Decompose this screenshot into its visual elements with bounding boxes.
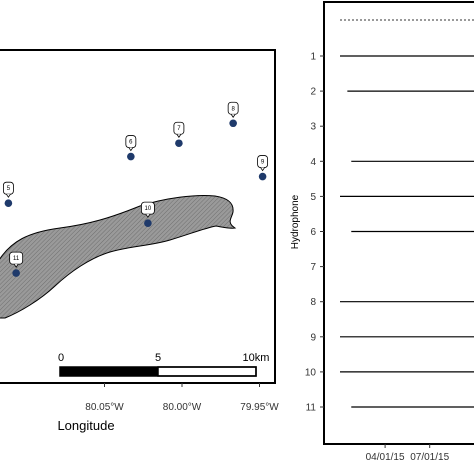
station-marker-8: 8 [227,101,239,128]
timeline-x-tick-label: 07/01/15 [410,452,449,463]
hydrophone-row-3: 3 [310,122,324,133]
station-label: 7 [177,126,181,132]
station-label: 9 [261,160,265,166]
station-marker-7: 7 [173,121,185,148]
timeline-y-tick-label: 11 [306,403,317,414]
timeline-panel: 1 2 3 4 5 6 7 8 9 10 11 04/01/15 07/01/15 Hydrophon… [290,1,474,463]
station-label-pointer [13,263,19,268]
station-marker-6: 6 [125,135,137,161]
map-panel: 5 6 7 8 9 10 11 0 5 10km 80.05°W 80.00°W 79.95°W… [0,49,279,433]
timeline-y-tick-label: 1 [310,52,316,63]
station-label: 10 [145,206,152,212]
scale-label-10km: 10km [243,352,270,364]
map-x-tick-label: 80.00°W [163,402,202,413]
station-label: 5 [7,186,11,192]
station-dot [144,219,152,227]
map-x-tick-label: 79.95°W [240,402,279,413]
timeline-y-tick-label: 3 [310,122,316,133]
hydrophone-row-6: 6 [310,227,474,238]
station-marker-5: 5 [3,181,14,207]
station-dot [12,269,20,277]
timeline-rows: 1 2 3 4 5 6 7 8 9 10 11 [305,52,474,414]
island-shape [0,195,237,319]
station-marker-9: 9 [257,155,269,181]
station-label-pointer [230,114,236,118]
station-label-pointer [176,134,182,138]
map-x-axis: 80.05°W 80.00°W 79.95°W [85,383,279,413]
hydrophone-row-7: 7 [310,262,324,273]
timeline-y-tick-label: 9 [310,332,316,343]
scale-label-0: 0 [58,352,64,364]
station-label: 8 [231,106,235,112]
station-dot [4,199,13,207]
map-x-axis-title: Longitude [57,418,114,433]
hydrophone-row-9: 9 [310,332,474,343]
station-dot [229,119,237,128]
station-layer: 5 6 7 8 9 10 11 [3,101,269,277]
timeline-y-tick-label: 7 [310,262,316,273]
hydrophone-row-5: 5 [310,192,474,203]
timeline-y-axis-title: Hydrophone [290,194,301,249]
station-label-pointer [128,147,134,152]
hydrophone-row-1: 1 [310,52,474,63]
station-label-pointer [260,167,265,172]
station-label-pointer [145,213,151,218]
timeline-y-tick-label: 4 [310,157,316,168]
timeline-y-tick-label: 6 [310,227,316,238]
scale-bar: 0 5 10km [58,352,270,377]
scale-bar-white-segment [157,366,257,377]
map-x-tick-label: 80.05°W [85,402,124,413]
station-marker-11: 11 [9,251,24,277]
station-label-pointer [6,193,11,198]
timeline-x-axis: 04/01/15 07/01/15 [366,444,450,463]
station-dot [258,172,267,181]
scale-bar-black-segment [60,367,158,376]
hydrophone-row-11: 11 [306,403,474,414]
timeline-frame [323,1,474,445]
station-marker-10: 10 [140,201,155,227]
station-label-box [173,121,185,135]
station-label: 6 [129,140,133,146]
station-dot [175,139,183,148]
timeline-y-tick-label: 2 [310,87,316,98]
hydrophone-row-2: 2 [310,87,474,98]
scale-label-5: 5 [155,352,161,364]
timeline-y-tick-label: 5 [310,192,316,203]
timeline-y-tick-label: 10 [305,367,317,378]
hydrophone-row-10: 10 [305,367,474,378]
scale-bar-outline [59,366,257,377]
timeline-y-tick-label: 8 [310,297,316,308]
hydrophone-row-4: 4 [310,157,474,168]
hydrophone-row-8: 8 [310,297,474,308]
station-dot [127,152,135,161]
timeline-x-tick-label: 04/01/15 [366,452,405,463]
station-label: 11 [13,256,20,262]
